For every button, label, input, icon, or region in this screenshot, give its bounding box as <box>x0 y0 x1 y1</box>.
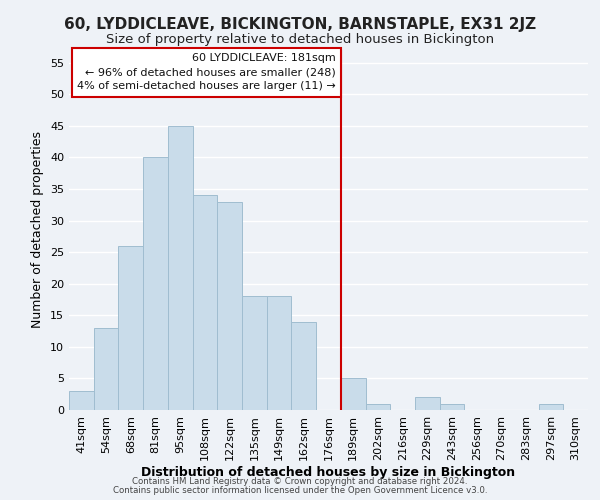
Bar <box>193 196 217 410</box>
Bar <box>118 246 143 410</box>
Bar <box>539 404 563 410</box>
Text: Size of property relative to detached houses in Bickington: Size of property relative to detached ho… <box>106 32 494 46</box>
Text: Contains HM Land Registry data © Crown copyright and database right 2024.: Contains HM Land Registry data © Crown c… <box>132 477 468 486</box>
Bar <box>143 158 168 410</box>
Text: Contains public sector information licensed under the Open Government Licence v3: Contains public sector information licen… <box>113 486 487 495</box>
Bar <box>440 404 464 410</box>
Bar <box>415 398 440 410</box>
Bar <box>168 126 193 410</box>
Bar <box>69 391 94 410</box>
Text: 60, LYDDICLEAVE, BICKINGTON, BARNSTAPLE, EX31 2JZ: 60, LYDDICLEAVE, BICKINGTON, BARNSTAPLE,… <box>64 18 536 32</box>
Bar <box>292 322 316 410</box>
Bar <box>365 404 390 410</box>
Bar <box>341 378 365 410</box>
Text: 60 LYDDICLEAVE: 181sqm
← 96% of detached houses are smaller (248)
4% of semi-det: 60 LYDDICLEAVE: 181sqm ← 96% of detached… <box>77 53 336 91</box>
Bar <box>242 296 267 410</box>
X-axis label: Distribution of detached houses by size in Bickington: Distribution of detached houses by size … <box>142 466 515 478</box>
Bar <box>267 296 292 410</box>
Y-axis label: Number of detached properties: Number of detached properties <box>31 132 44 328</box>
Bar <box>94 328 118 410</box>
Bar <box>217 202 242 410</box>
